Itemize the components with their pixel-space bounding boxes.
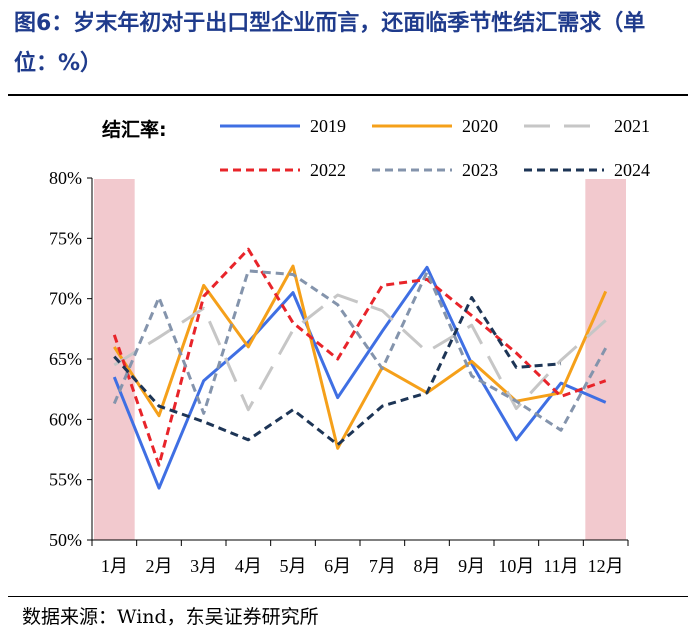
y-tick-label: 75% [49, 228, 82, 248]
top-divider [8, 94, 688, 96]
y-tick-label: 70% [49, 289, 82, 309]
bottom-divider [8, 596, 688, 597]
y-tick-label: 65% [49, 349, 82, 369]
chart-title: 图6：岁末年初对于出口型企业而言，还面临季节性结汇需求（单位：%） [14, 11, 646, 76]
x-tick-label: 7月 [369, 556, 396, 576]
highlight-bands [94, 179, 626, 540]
x-tick-label: 10月 [498, 556, 534, 576]
highlight-band-1 [94, 179, 135, 540]
series-line-2020 [113, 264, 608, 450]
x-axis: 1月 2月 3月 4月 5月 6月 7月 8月 9月 10月 11月 12月 [91, 539, 629, 576]
y-tick-label: 60% [49, 409, 82, 429]
legend-label-2020: 2020 [462, 116, 498, 136]
y-tick-label: 80% [49, 168, 82, 188]
series-line-2024 [113, 296, 562, 447]
y-axis: 50% 55% 60% 65% 70% 75% 80% [49, 168, 93, 550]
y-tick-label: 50% [49, 530, 82, 550]
x-tick-label: 2月 [146, 556, 173, 576]
series-line-2019 [112, 265, 607, 490]
series-line-2022 [112, 247, 607, 467]
legend-label-2022: 2022 [310, 160, 346, 180]
series-line-2023 [112, 269, 608, 432]
x-tick-label: 11月 [543, 556, 578, 576]
legend: 结汇率: 2019 2020 2021 2022 2023 2024 [102, 116, 650, 180]
series-lines [112, 247, 608, 490]
x-tick-label: 3月 [190, 556, 217, 576]
x-tick-label: 1月 [101, 556, 128, 576]
legend-title: 结汇率: [102, 118, 167, 141]
x-tick-label: 12月 [588, 556, 624, 576]
highlight-band-2 [585, 179, 626, 540]
legend-label-2024: 2024 [614, 160, 650, 180]
x-tick-label: 4月 [235, 556, 262, 576]
x-tick-label: 6月 [324, 556, 351, 576]
x-tick-label: 5月 [280, 556, 307, 576]
y-tick-label: 55% [49, 470, 82, 490]
legend-label-2019: 2019 [310, 116, 346, 136]
legend-label-2021: 2021 [614, 116, 650, 136]
series-line-2021 [113, 293, 607, 412]
legend-label-2023: 2023 [462, 160, 498, 180]
x-tick-label: 8月 [414, 556, 441, 576]
x-tick-label: 9月 [458, 556, 485, 576]
source-note: 数据来源：Wind，东吴证券研究所 [22, 606, 319, 628]
